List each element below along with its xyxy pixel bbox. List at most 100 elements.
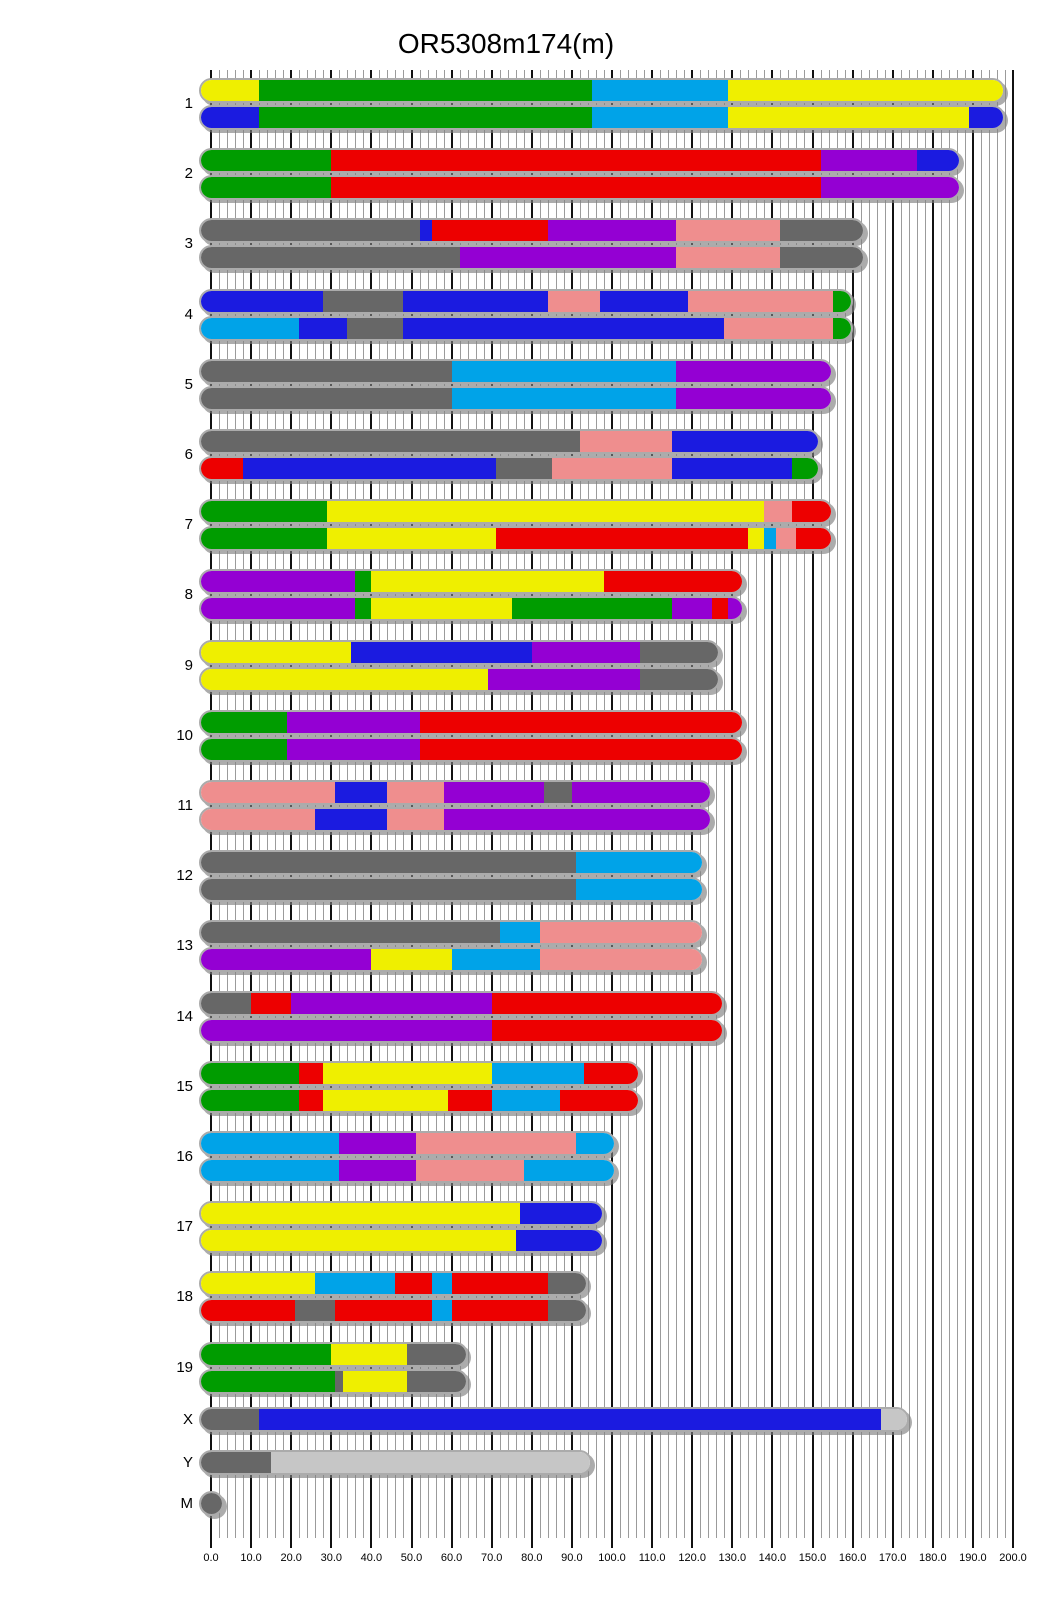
major-gridline — [811, 70, 814, 1548]
haplotype-segment — [201, 1203, 520, 1225]
haplotype-segment — [335, 1370, 344, 1392]
minor-gridline — [764, 70, 766, 1538]
haplotype-segment — [407, 1370, 466, 1392]
haplotype-segment — [547, 220, 677, 242]
haplotype-segment — [201, 922, 500, 944]
chromosome-bar — [199, 288, 853, 314]
chromosome-bar — [199, 1158, 616, 1183]
chromosome-bar — [199, 947, 705, 973]
chromosome-bar — [199, 920, 705, 946]
haplotype-segment — [287, 711, 420, 733]
haplotype-segment — [201, 1062, 300, 1084]
haplotype-segment — [728, 598, 743, 620]
major-gridline — [971, 70, 974, 1548]
haplotype-segment — [591, 107, 729, 128]
axis-tick-label: 130.0 — [718, 1552, 747, 1564]
haplotype-segment — [523, 1160, 614, 1181]
haplotype-segment — [451, 949, 540, 971]
chromosome-bar — [199, 1491, 225, 1516]
haplotype-segment — [776, 528, 797, 550]
haplotype-segment — [916, 150, 959, 172]
haplotype-segment — [201, 879, 576, 901]
chromosome-bar — [199, 78, 1005, 103]
haplotype-segment — [451, 1273, 548, 1295]
chromosome-bar — [199, 807, 713, 832]
major-gridline — [771, 70, 774, 1548]
haplotype-segment — [748, 528, 765, 550]
haplotype-segment — [201, 360, 452, 382]
minor-gridline — [780, 70, 782, 1538]
haplotype-segment — [201, 1409, 260, 1430]
major-gridline — [731, 70, 734, 1548]
minor-gridline — [868, 70, 870, 1538]
chromosome-bar — [199, 1228, 604, 1254]
haplotype-segment — [672, 431, 819, 452]
haplotype-segment — [327, 528, 496, 550]
minor-gridline — [908, 70, 910, 1538]
haplotype-segment — [796, 528, 831, 550]
haplotype-segment — [547, 290, 600, 312]
haplotype-segment — [387, 782, 444, 803]
minor-gridline — [924, 70, 926, 1538]
chromosome-bar — [199, 175, 961, 201]
chromosome-bar — [199, 1087, 641, 1113]
haplotype-segment — [575, 879, 703, 901]
haplotype-segment — [575, 852, 703, 874]
haplotype-segment — [201, 1343, 332, 1365]
minor-gridline — [900, 70, 902, 1538]
haplotype-segment — [431, 220, 548, 242]
haplotype-segment — [201, 80, 260, 101]
minor-gridline — [980, 70, 982, 1538]
haplotype-segment — [780, 220, 863, 242]
haplotype-segment — [591, 80, 729, 101]
haplotype-segment — [792, 501, 831, 523]
chromosome-bar — [199, 1017, 725, 1043]
haplotype-segment — [447, 1089, 492, 1111]
chromosome-label: 9 — [184, 656, 193, 674]
haplotype-segment — [201, 1160, 340, 1181]
haplotype-segment — [511, 598, 673, 620]
haplotype-segment — [764, 528, 777, 550]
figure-title: OR5308m174(m) — [397, 28, 615, 59]
haplotype-segment — [443, 782, 544, 803]
minor-gridline — [836, 70, 838, 1538]
chromosome-bar — [199, 499, 833, 525]
haplotype-segment — [243, 458, 496, 479]
haplotype-segment — [724, 317, 833, 339]
haplotype-segment — [339, 1160, 416, 1181]
chromosome-label: 12 — [176, 867, 193, 885]
haplotype-segment — [728, 107, 969, 128]
haplotype-segment — [201, 598, 356, 620]
haplotype-segment — [443, 809, 711, 830]
haplotype-segment — [880, 1409, 907, 1430]
chromosome-bar — [199, 385, 833, 411]
haplotype-segment — [201, 220, 420, 242]
haplotype-segment — [271, 1452, 590, 1473]
haplotype-segment — [331, 150, 821, 172]
haplotype-segment — [343, 1370, 408, 1392]
haplotype-segment — [491, 1089, 560, 1111]
haplotype-segment — [547, 1273, 586, 1295]
haplotype-segment — [315, 1273, 396, 1295]
chromosome-label: 11 — [177, 797, 193, 814]
minor-gridline — [956, 70, 958, 1538]
axis-tick-label: 180.0 — [919, 1552, 947, 1564]
haplotype-segment — [688, 290, 833, 312]
chromosome-bar — [199, 105, 1005, 130]
axis-tick-label: 90.0 — [561, 1552, 583, 1564]
haplotype-segment — [335, 782, 388, 803]
haplotype-segment — [676, 247, 781, 269]
haplotype-segment — [431, 1273, 452, 1295]
axis-tick-label: 170.0 — [878, 1552, 907, 1564]
axis-tick-label: 140.0 — [758, 1552, 787, 1564]
haplotype-segment — [201, 782, 336, 803]
major-gridline — [891, 70, 894, 1548]
minor-gridline — [948, 70, 950, 1538]
chromosome-bar — [199, 850, 705, 876]
minor-gridline — [996, 70, 998, 1538]
axis-tick-label: 30.0 — [320, 1552, 342, 1564]
minor-gridline — [724, 70, 726, 1538]
major-gridline — [1012, 70, 1014, 1548]
haplotype-segment — [323, 1089, 448, 1111]
haplotype-segment — [201, 458, 244, 479]
